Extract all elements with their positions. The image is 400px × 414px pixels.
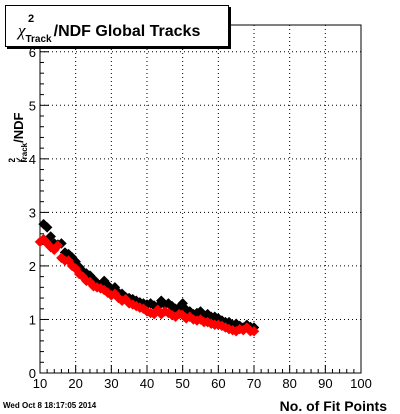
y-tick-label: 0	[29, 366, 36, 381]
chart-title: χ 2 Track/NDF Global Tracks	[18, 13, 201, 45]
point-red	[248, 325, 260, 337]
title-box: χ 2 Track/NDF Global Tracks	[5, 5, 229, 47]
timestamp: Wed Oct 8 18:17:05 2014	[3, 401, 97, 410]
y-tick-label: 2	[29, 259, 36, 274]
y-tick-label: 5	[29, 98, 36, 113]
ylabel-sup: 2	[7, 157, 17, 162]
x-tick-label: 60	[211, 376, 225, 391]
title-rest: /NDF Global Tracks	[53, 23, 201, 40]
point-black	[41, 222, 53, 233]
point-red	[52, 240, 64, 251]
title-sup: 2	[28, 13, 35, 25]
y-tick-label: 1	[29, 312, 36, 327]
y-tick-label: 6	[29, 45, 36, 60]
x-tick-label: 70	[247, 376, 261, 391]
x-tick-label: 50	[175, 376, 189, 391]
y-axis-label-wrap: χ2 Track/NDF	[1, 52, 33, 162]
x-tick-label: 10	[33, 376, 47, 391]
x-tick-label: 30	[104, 376, 118, 391]
tick-labels: 10 20 30 40 50 60 70 80 90 100 0 1 2 3 4 5 6	[29, 45, 372, 391]
ylabel-sub: Track	[20, 142, 29, 162]
y-tick-label: 4	[29, 152, 36, 167]
axes	[39, 24, 362, 374]
y-axis-label: χ2 Track/NDF	[7, 112, 29, 162]
x-tick-label: 90	[318, 376, 332, 391]
x-axis-label: No. of Fit Points	[279, 398, 387, 414]
x-tick-label: 20	[68, 376, 82, 391]
x-tick-label: 100	[350, 376, 372, 391]
title-chi: χ	[18, 21, 26, 40]
ylabel-rest: /NDF	[11, 112, 26, 143]
y-tick-label: 3	[29, 205, 36, 220]
x-tick-label: 40	[140, 376, 154, 391]
data-points	[34, 218, 260, 337]
title-sub: Track	[25, 34, 52, 45]
x-tick-label: 80	[282, 376, 296, 391]
